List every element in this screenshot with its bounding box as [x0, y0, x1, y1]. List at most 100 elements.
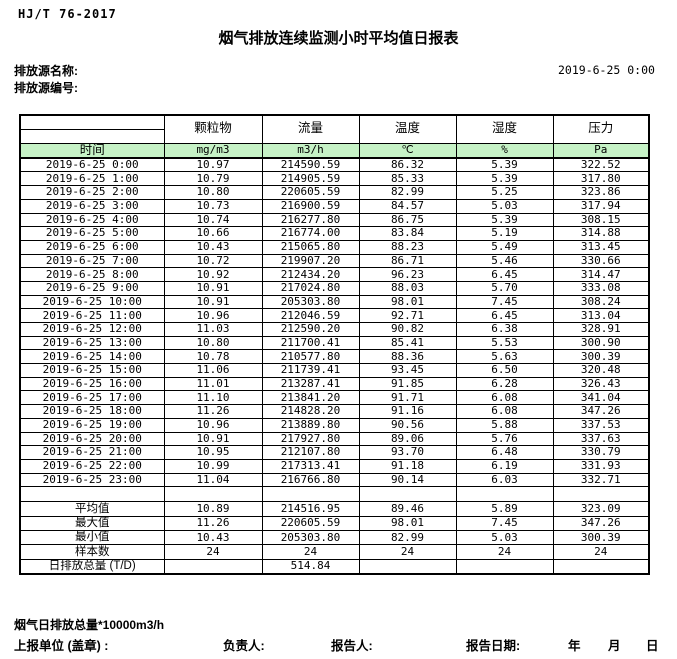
value-cell: 96.23 — [358, 267, 457, 282]
spacer-cell — [358, 486, 457, 503]
value-cell: 212590.20 — [261, 322, 360, 337]
value-cell: 217313.41 — [261, 458, 360, 474]
value-cell: 10.72 — [163, 253, 263, 269]
value-cell: 91.71 — [358, 390, 457, 406]
col-flow: 流量 — [261, 114, 360, 144]
value-cell: 219907.20 — [261, 253, 360, 269]
time-header: 时间 — [19, 142, 165, 160]
value-cell: 213889.80 — [261, 417, 360, 433]
time-cell: 2019-6-25 11:00 — [19, 308, 165, 323]
value-cell: 10.91 — [163, 294, 263, 310]
summary-value: 11.26 — [163, 515, 263, 532]
hour-row: 2019-6-25 10:00 10.91 205303.80 98.01 7.45 30… — [19, 294, 650, 310]
value-cell: 216277.80 — [261, 212, 360, 228]
value-cell: 11.03 — [163, 322, 263, 337]
hour-row: 2019-6-25 3:00 10.73 216900.59 84.57 5.03 317… — [19, 198, 650, 214]
summary-value: 205303.80 — [261, 530, 360, 546]
value-cell: 212107.80 — [261, 445, 360, 460]
value-cell: 322.52 — [552, 157, 650, 173]
time-cell: 2019-6-25 17:00 — [19, 390, 165, 406]
value-cell: 5.39 — [455, 171, 554, 187]
table-header: 颗粒物 流量 温度 湿度 压力 时间 mg/m3 m3/h ℃ % Pa — [19, 114, 650, 160]
value-cell: 10.91 — [163, 280, 263, 296]
value-cell: 10.91 — [163, 431, 263, 447]
value-cell: 10.73 — [163, 198, 263, 214]
value-cell: 215065.80 — [261, 239, 360, 255]
value-cell: 82.99 — [358, 185, 457, 200]
value-cell: 10.99 — [163, 458, 263, 474]
summary-label: 日排放总量 (T/D) — [19, 558, 165, 575]
summary-label: 平均值 — [19, 501, 165, 517]
hour-row: 2019-6-25 13:00 10.80 211700.41 85.41 5.53 30… — [19, 335, 650, 351]
value-cell: 217024.80 — [261, 280, 360, 296]
value-cell: 211700.41 — [261, 335, 360, 351]
summary-value: 323.09 — [552, 501, 650, 517]
summary-value — [358, 558, 457, 575]
value-cell: 5.19 — [455, 226, 554, 241]
parameter-name-row: 颗粒物 流量 温度 湿度 压力 — [19, 114, 650, 144]
value-cell: 10.95 — [163, 445, 263, 460]
time-corner-cell — [19, 114, 165, 144]
value-cell: 213841.20 — [261, 390, 360, 406]
summary-value: 5.89 — [455, 501, 554, 517]
value-cell: 214905.59 — [261, 171, 360, 187]
reporter-label: 报告人: — [331, 639, 373, 653]
col-temperature: 温度 — [358, 114, 457, 144]
value-cell: 91.85 — [358, 376, 457, 392]
value-cell: 337.63 — [552, 431, 650, 447]
hour-row: 2019-6-25 7:00 10.72 219907.20 86.71 5.46 330… — [19, 253, 650, 269]
value-cell: 10.80 — [163, 185, 263, 200]
value-cell: 323.86 — [552, 185, 650, 200]
summary-value: 24 — [261, 544, 360, 560]
summary-value — [552, 558, 650, 575]
summary-value — [163, 558, 263, 575]
summary-row: 平均值 10.89 214516.95 89.46 5.89 323.09 — [19, 501, 650, 517]
value-cell: 10.92 — [163, 267, 263, 282]
hour-row: 2019-6-25 5:00 10.66 216774.00 83.84 5.19 314… — [19, 226, 650, 241]
time-cell: 2019-6-25 3:00 — [19, 198, 165, 214]
value-cell: 10.96 — [163, 417, 263, 433]
value-cell: 10.97 — [163, 157, 263, 173]
hour-row: 2019-6-25 1:00 10.79 214905.59 85.33 5.39 317… — [19, 171, 650, 187]
value-cell: 6.45 — [455, 308, 554, 323]
time-cell: 2019-6-25 7:00 — [19, 253, 165, 269]
value-cell: 216774.00 — [261, 226, 360, 241]
hour-row: 2019-6-25 0:00 10.97 214590.59 86.32 5.39 322… — [19, 157, 650, 173]
unit-particulate: mg/m3 — [163, 142, 263, 160]
time-cell: 2019-6-25 10:00 — [19, 294, 165, 310]
value-cell: 98.01 — [358, 294, 457, 310]
summary-value: 214516.95 — [261, 501, 360, 517]
time-cell: 2019-6-25 18:00 — [19, 404, 165, 419]
time-cell: 2019-6-25 0:00 — [19, 157, 165, 173]
unit-temperature: ℃ — [358, 142, 457, 160]
time-cell: 2019-6-25 19:00 — [19, 417, 165, 433]
hourly-average-table: 颗粒物 流量 温度 湿度 压力 时间 mg/m3 m3/h ℃ % Pa 201… — [19, 114, 650, 575]
spacer-row — [19, 486, 650, 503]
summary-label: 样本数 — [19, 544, 165, 560]
spacer-cell — [19, 486, 165, 503]
time-cell: 2019-6-25 16:00 — [19, 376, 165, 392]
summary-value: 82.99 — [358, 530, 457, 546]
value-cell: 313.45 — [552, 239, 650, 255]
value-cell: 317.94 — [552, 198, 650, 214]
value-cell: 5.63 — [455, 349, 554, 365]
value-cell: 83.84 — [358, 226, 457, 241]
unit-flow: m3/h — [261, 142, 360, 160]
summary-row: 日排放总量 (T/D) 514.84 — [19, 558, 650, 575]
value-cell: 214828.20 — [261, 404, 360, 419]
time-cell: 2019-6-25 15:00 — [19, 363, 165, 378]
summary-value: 24 — [163, 544, 263, 560]
report-datetime: 2019-6-25 0:00 — [558, 63, 655, 77]
value-cell: 333.08 — [552, 280, 650, 296]
value-cell: 337.53 — [552, 417, 650, 433]
value-cell: 300.90 — [552, 335, 650, 351]
responsible-label: 负责人: — [223, 639, 265, 653]
value-cell: 217927.80 — [261, 431, 360, 447]
hour-row: 2019-6-25 21:00 10.95 212107.80 93.70 6.48 33… — [19, 445, 650, 460]
summary-value: 24 — [358, 544, 457, 560]
value-cell: 317.80 — [552, 171, 650, 187]
summary-value: 300.39 — [552, 530, 650, 546]
value-cell: 90.56 — [358, 417, 457, 433]
value-cell: 10.96 — [163, 308, 263, 323]
hour-row: 2019-6-25 11:00 10.96 212046.59 92.71 6.45 31… — [19, 308, 650, 323]
